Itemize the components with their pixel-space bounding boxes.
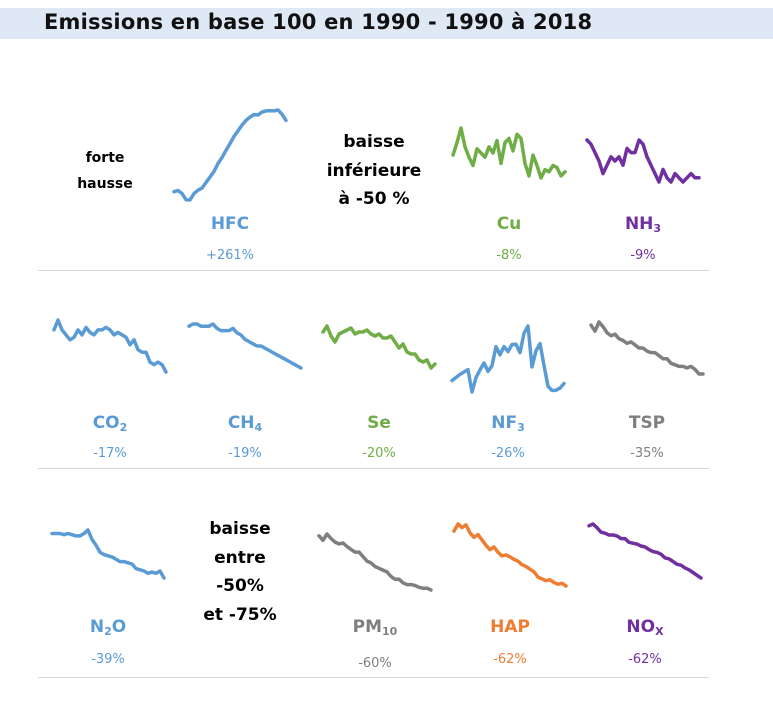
series-line-n2o xyxy=(50,528,166,580)
pollutant-label-text: Cu xyxy=(496,214,522,234)
category-decline-below-50: baisse inférieure à -50 % xyxy=(309,128,439,214)
pollutant-label: HFC xyxy=(171,214,289,234)
series-line-hfc xyxy=(172,108,288,202)
pollutant-label: NOX xyxy=(586,617,704,638)
pollutant-label-text: HAP xyxy=(490,617,530,637)
category-decline-50-75: baisse entre -50% et -75% xyxy=(175,515,305,629)
sparkline-tsp xyxy=(589,320,705,376)
pollutant-label-text: O xyxy=(111,617,127,637)
pollutant-label-text: NH xyxy=(624,214,654,234)
series-line-tsp xyxy=(589,320,705,376)
pollutant-label-text: CO xyxy=(92,413,120,433)
series-line-nh3 xyxy=(585,138,701,184)
pollutant-label-subscript: 4 xyxy=(254,421,263,434)
category-line: baisse xyxy=(343,132,405,152)
change-value: -8% xyxy=(496,248,522,263)
sparkline-pm10 xyxy=(317,532,433,592)
sparkline-cu xyxy=(451,126,567,180)
series-line-ch4 xyxy=(187,322,303,370)
row-separator xyxy=(38,468,709,469)
series-line-nox xyxy=(587,522,703,580)
category-line: forte xyxy=(85,150,125,166)
category-line: et -75% xyxy=(203,604,277,625)
category-line: hausse xyxy=(77,176,133,192)
row-separator xyxy=(38,677,709,678)
row-separator xyxy=(38,270,709,271)
change-value: -60% xyxy=(358,656,392,671)
series-line-nf3 xyxy=(450,324,566,394)
sparkline-se xyxy=(321,324,437,370)
pollutant-label: Cu xyxy=(450,214,568,234)
chart-title: Emissions en base 100 en 1990 - 1990 à 2… xyxy=(44,10,593,34)
pollutant-label-text: N xyxy=(89,617,105,637)
pollutant-label: CO2 xyxy=(51,413,169,434)
pollutant-label-subscript: 10 xyxy=(382,625,398,638)
pollutant-label-text: TSP xyxy=(628,413,666,433)
sparkline-nh3 xyxy=(585,138,701,184)
series-line-hap xyxy=(452,522,568,588)
sparkline-hap xyxy=(452,522,568,588)
change-value: -35% xyxy=(630,446,664,461)
pollutant-label: HAP xyxy=(451,617,569,637)
sparkline-ch4 xyxy=(187,322,303,370)
series-line-se xyxy=(321,324,437,370)
change-value: -26% xyxy=(491,446,525,461)
pollutant-label-text: PM xyxy=(352,617,383,637)
pollutant-label: CH4 xyxy=(186,413,304,434)
pollutant-label: NH3 xyxy=(584,214,702,235)
category-line: -50% xyxy=(216,576,264,596)
pollutant-label: TSP xyxy=(588,413,706,433)
pollutant-label-subscript: X xyxy=(655,625,664,638)
sparkline-nox xyxy=(587,522,703,580)
change-value: -17% xyxy=(93,446,127,461)
pollutant-label-subscript: 2 xyxy=(104,625,112,638)
pollutant-label-text: HFC xyxy=(210,214,250,234)
series-line-co2 xyxy=(52,318,168,374)
pollutant-label-subscript: 2 xyxy=(119,421,128,434)
category-line: entre xyxy=(214,547,266,568)
series-line-cu xyxy=(451,126,567,180)
pollutant-label: PM10 xyxy=(316,617,434,638)
pollutant-label-subscript: 3 xyxy=(653,222,662,235)
pollutant-label-subscript: 3 xyxy=(517,421,525,434)
change-value: -62% xyxy=(628,652,662,667)
category-line: baisse xyxy=(209,519,271,539)
pollutant-label-text: NO xyxy=(626,617,656,637)
pollutant-label-text: Se xyxy=(367,413,391,433)
category-line: à -50 % xyxy=(338,189,410,209)
pollutant-label-text: CH xyxy=(227,413,255,433)
sparkline-hfc xyxy=(172,108,288,202)
change-value: +261% xyxy=(205,248,255,263)
sparkline-n2o xyxy=(50,528,166,580)
sparkline-co2 xyxy=(52,318,168,374)
sparkline-nf3 xyxy=(450,324,566,394)
change-value: -20% xyxy=(362,446,396,461)
category-line: inférieure xyxy=(326,160,422,181)
change-value: -39% xyxy=(91,652,125,667)
series-line-pm10 xyxy=(317,532,433,592)
pollutant-label: N2O xyxy=(49,617,167,638)
title-bar xyxy=(0,8,773,39)
pollutant-label: Se xyxy=(320,413,438,433)
pollutant-label: NF3 xyxy=(449,413,567,434)
change-value: -9% xyxy=(630,248,656,263)
category-strong-rise: forte hausse xyxy=(40,145,170,197)
pollutant-label-text: NF xyxy=(491,413,518,433)
change-value: -19% xyxy=(228,446,262,461)
change-value: -62% xyxy=(493,652,527,667)
